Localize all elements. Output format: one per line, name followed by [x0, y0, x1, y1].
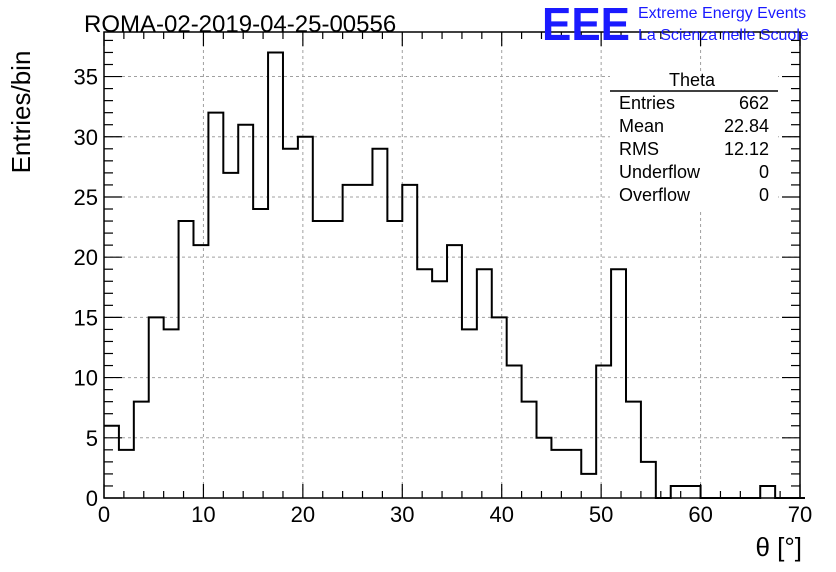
stats-row-value: 0: [759, 185, 769, 205]
x-tick-label: 0: [98, 502, 110, 527]
stats-row-label: Underflow: [619, 162, 701, 182]
stats-row-value: 12.12: [724, 139, 769, 159]
stats-row-label: Entries: [619, 93, 675, 113]
x-tick-label: 10: [191, 502, 215, 527]
x-tick-label: 30: [390, 502, 414, 527]
x-tick-label: 70: [788, 502, 812, 527]
stats-row-value: 662: [739, 93, 769, 113]
y-tick-label: 5: [86, 426, 98, 451]
y-tick-label: 20: [74, 245, 98, 270]
axis-tick-labels: 0 10 20 30 40 50 60 70 0 5 10 15 20 25 30 35: [74, 65, 813, 527]
logo-line1: Extreme Energy Events: [638, 5, 806, 22]
stats-row-value: 0: [759, 162, 769, 182]
y-tick-label: 30: [74, 125, 98, 150]
stats-box-background: [610, 72, 778, 210]
x-tick-label: 40: [489, 502, 513, 527]
axis-ticks: [103, 32, 801, 499]
y-tick-label: 15: [74, 305, 98, 330]
x-tick-label: 60: [688, 502, 712, 527]
x-axis-title: θ [°]: [755, 532, 802, 562]
logo-line2: La Scienza nelle Scuole: [638, 27, 809, 44]
y-tick-label: 10: [74, 366, 98, 391]
y-tick-label: 35: [74, 65, 98, 90]
y-axis-title: Entries/bin: [6, 51, 36, 174]
x-tick-label: 50: [589, 502, 613, 527]
x-tick-label: 20: [291, 502, 315, 527]
chart-title: ROMA-02-2019-04-25-00556: [84, 11, 396, 38]
y-tick-label: 25: [74, 185, 98, 210]
stats-row-label: Mean: [619, 116, 664, 136]
stats-title: Theta: [669, 70, 716, 90]
histogram-line: [104, 51, 805, 499]
stats-row-label: RMS: [619, 139, 659, 159]
grid-lines: [104, 32, 800, 498]
plot-frame: [103, 31, 801, 499]
stats-box: Theta Entries 662 Mean 22.84 RMS 12.12 Underfl…: [610, 70, 778, 210]
logo-mark: EEE: [542, 0, 630, 50]
eee-logo: EEE Extreme Energy Events La Scienza nel…: [542, 0, 809, 50]
y-tick-label: 0: [86, 486, 98, 511]
stats-row-label: Overflow: [619, 185, 691, 205]
stats-row-value: 22.84: [724, 116, 769, 136]
stats-rows: Entries 662 Mean 22.84 RMS 12.12 Underflow 0 Ove…: [619, 93, 769, 205]
